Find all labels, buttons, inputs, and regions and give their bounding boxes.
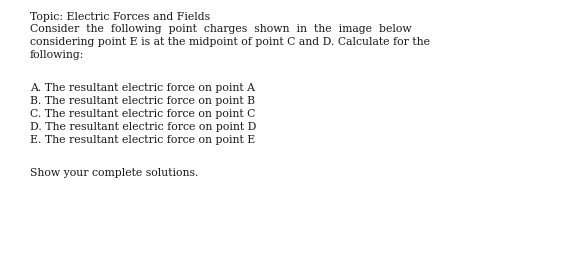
Text: C. The resultant electric force on point C: C. The resultant electric force on point… <box>30 109 255 119</box>
Text: D. The resultant electric force on point D: D. The resultant electric force on point… <box>30 122 257 132</box>
Text: Show your complete solutions.: Show your complete solutions. <box>30 168 198 178</box>
Text: E. The resultant electric force on point E: E. The resultant electric force on point… <box>30 135 255 145</box>
Text: considering point E is at the midpoint of point C and D. Calculate for the: considering point E is at the midpoint o… <box>30 37 430 47</box>
Text: B. The resultant electric force on point B: B. The resultant electric force on point… <box>30 96 255 106</box>
Text: following:: following: <box>30 50 84 60</box>
Text: Topic: Electric Forces and Fields: Topic: Electric Forces and Fields <box>30 12 210 22</box>
Text: A. The resultant electric force on point A: A. The resultant electric force on point… <box>30 83 255 93</box>
Text: Consider  the  following  point  charges  shown  in  the  image  below: Consider the following point charges sho… <box>30 24 412 34</box>
